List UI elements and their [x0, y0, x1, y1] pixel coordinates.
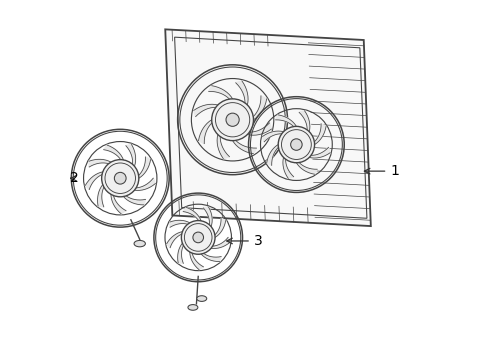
- Polygon shape: [170, 220, 190, 227]
- Polygon shape: [209, 86, 233, 99]
- Polygon shape: [111, 194, 126, 214]
- Polygon shape: [123, 196, 146, 205]
- Polygon shape: [201, 253, 221, 262]
- Polygon shape: [165, 30, 371, 226]
- Polygon shape: [139, 157, 150, 178]
- Polygon shape: [98, 185, 104, 207]
- Polygon shape: [104, 145, 123, 160]
- Circle shape: [226, 113, 239, 126]
- Polygon shape: [236, 81, 248, 105]
- Ellipse shape: [188, 305, 198, 310]
- Polygon shape: [178, 243, 183, 264]
- Circle shape: [193, 232, 203, 243]
- Polygon shape: [198, 120, 212, 144]
- Circle shape: [291, 139, 302, 150]
- Polygon shape: [267, 145, 278, 165]
- Circle shape: [278, 126, 315, 163]
- Polygon shape: [217, 135, 229, 159]
- Polygon shape: [247, 123, 271, 135]
- Polygon shape: [190, 252, 203, 270]
- Polygon shape: [85, 172, 103, 190]
- Polygon shape: [126, 144, 136, 166]
- Circle shape: [114, 172, 126, 184]
- Circle shape: [181, 221, 215, 254]
- Circle shape: [101, 159, 139, 197]
- Polygon shape: [299, 111, 310, 132]
- Polygon shape: [233, 140, 256, 154]
- Polygon shape: [253, 96, 267, 120]
- Polygon shape: [309, 147, 330, 158]
- Polygon shape: [183, 207, 201, 221]
- Polygon shape: [194, 104, 218, 117]
- Polygon shape: [315, 124, 326, 145]
- Text: 1: 1: [365, 164, 399, 178]
- Polygon shape: [263, 131, 284, 142]
- Text: 2: 2: [70, 171, 78, 185]
- Text: 3: 3: [227, 234, 263, 248]
- Polygon shape: [283, 157, 294, 179]
- Polygon shape: [296, 162, 317, 174]
- Polygon shape: [275, 115, 296, 127]
- Polygon shape: [89, 159, 111, 167]
- Polygon shape: [203, 207, 212, 226]
- Ellipse shape: [134, 240, 146, 247]
- Polygon shape: [211, 237, 230, 248]
- Circle shape: [212, 99, 253, 141]
- Polygon shape: [215, 218, 226, 238]
- Ellipse shape: [197, 296, 207, 301]
- Polygon shape: [167, 232, 182, 248]
- Polygon shape: [134, 178, 155, 190]
